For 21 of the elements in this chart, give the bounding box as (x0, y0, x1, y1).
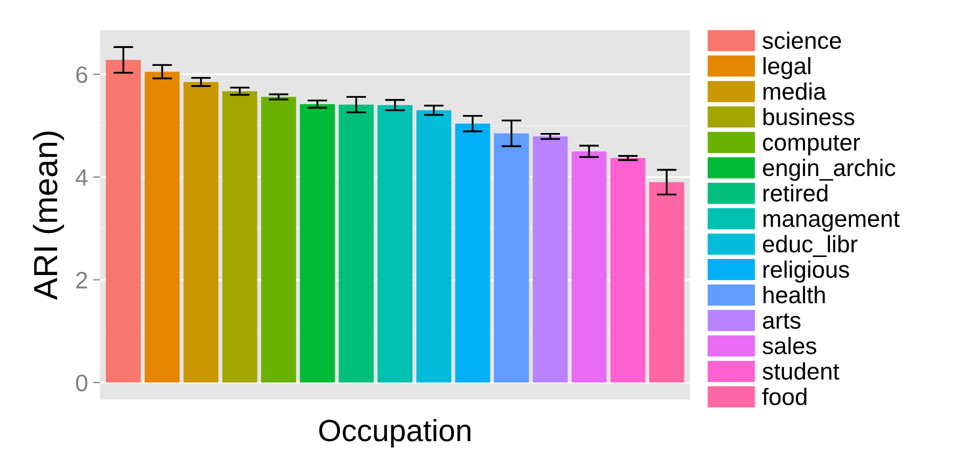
y-tick-label: 0 (76, 374, 88, 392)
legend-label: computer (762, 135, 860, 156)
legend-label: student (762, 362, 840, 380)
legend-label: science (762, 32, 841, 49)
legend-label: educ_libr (762, 235, 858, 257)
y-tick-label: 6 (76, 66, 88, 84)
legend-label: retired (764, 184, 828, 202)
legend-label: legal (764, 57, 810, 80)
legend-label: sales (762, 336, 816, 354)
legend-label: religious (764, 260, 850, 283)
y-tick-label: 4 (76, 169, 88, 186)
legend-label: arts (762, 313, 800, 329)
legend-label: food (762, 388, 806, 406)
legend-label: engin_archic (762, 158, 896, 181)
legend-label: media (764, 82, 826, 100)
legend-label: management (764, 212, 900, 232)
legend-label: health (764, 286, 825, 304)
y-axis-title: ARI (mean) (32, 132, 64, 300)
x-axis-title: Occupation (319, 418, 470, 448)
legend-label: business (764, 108, 854, 126)
y-tick-label: 2 (76, 272, 88, 288)
